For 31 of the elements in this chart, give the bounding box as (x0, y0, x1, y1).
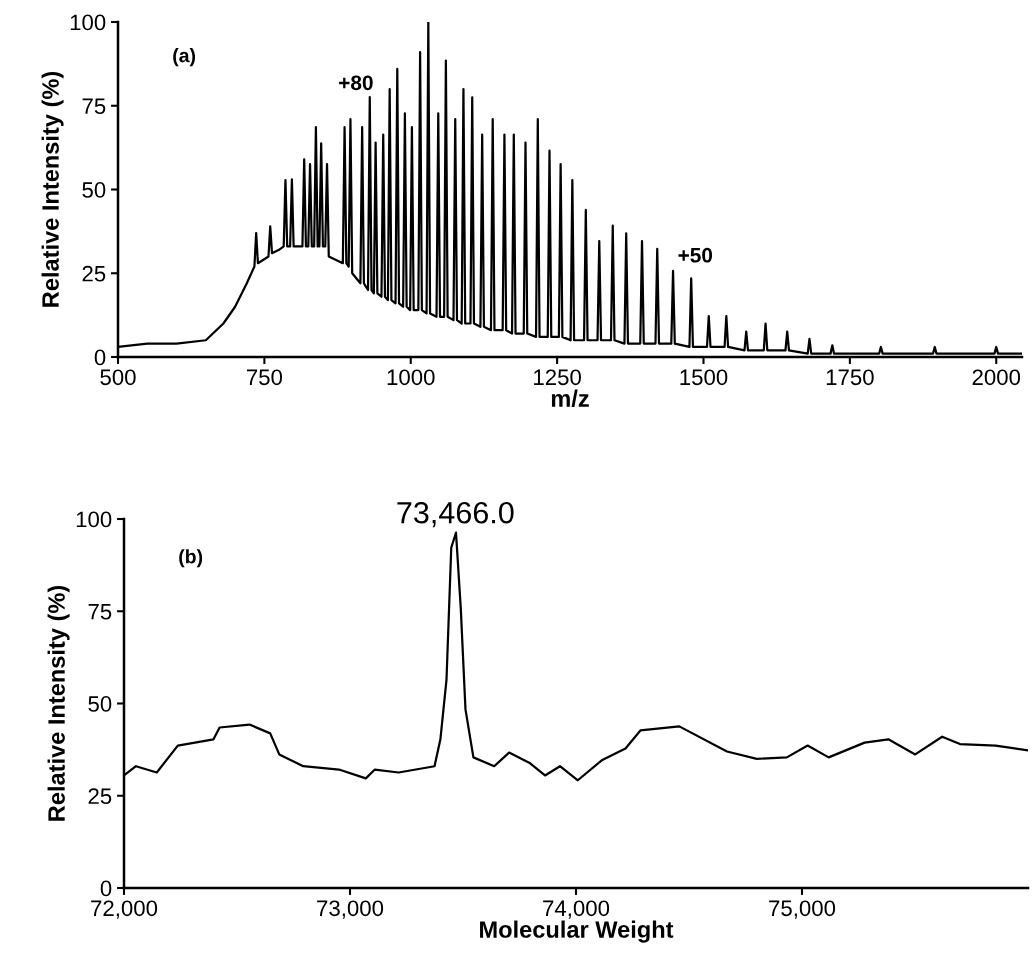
annotation: 73,466.0 (397, 501, 514, 528)
y-tick-label: 25 (82, 265, 106, 282)
annotation: +80 (339, 75, 373, 91)
y-tick-label: 100 (70, 14, 106, 31)
y-tick-label: 0 (100, 880, 112, 897)
x-axis-title: Molecular Weight (480, 920, 674, 943)
x-tick-label: 750 (246, 369, 283, 386)
annotation: (a) (173, 48, 196, 67)
x-tick-label: 500 (100, 369, 136, 386)
y-tick-label: 25 (88, 788, 112, 805)
annotation: (b) (179, 549, 203, 568)
x-tick-label: 1500 (680, 369, 728, 386)
y-tick-label: 0 (94, 349, 106, 366)
y-tick-label: 75 (82, 98, 106, 115)
y-axis-title: Relative Intensity (%) (47, 585, 70, 821)
y-axis-title: Relative Intensity (%) (41, 71, 64, 307)
x-tick-label: 2000 (972, 369, 1021, 386)
y-tick-label: 75 (88, 604, 112, 620)
y-tick-label: 50 (88, 696, 112, 712)
x-axis-title: m/z (551, 389, 589, 408)
x-tick-label: 75,000 (769, 900, 836, 919)
annotation: +50 (678, 247, 713, 263)
x-tick-label: 74,000 (543, 900, 610, 919)
line-series (118, 22, 1022, 355)
y-tick-label: 100 (76, 511, 112, 528)
x-tick-label: 1000 (387, 369, 435, 386)
x-tick-label: 1750 (826, 369, 874, 386)
x-tick-label: 1250 (534, 369, 581, 386)
x-tick-label: 72,000 (91, 900, 158, 919)
x-tick-label: 73,000 (317, 900, 384, 919)
y-tick-label: 50 (82, 182, 106, 198)
